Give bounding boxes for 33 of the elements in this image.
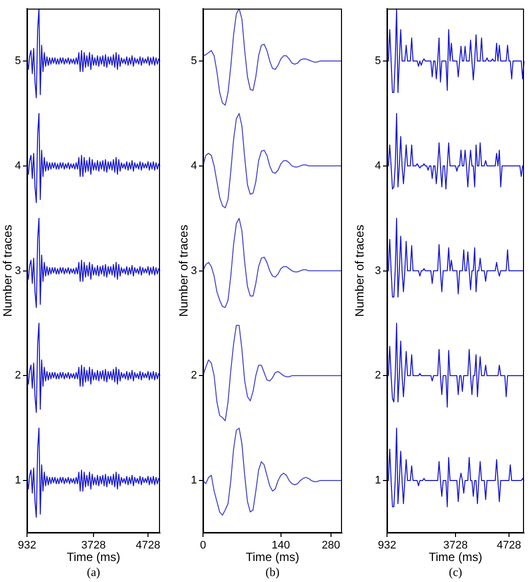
y-tick-label: 3 (190, 264, 197, 277)
x-axis-title: Time (ms) (246, 550, 300, 564)
y-tick-label: 3 (374, 264, 381, 277)
x-tick-label: 3728 (443, 540, 468, 552)
text: (a) (86, 565, 102, 580)
y-tick-label: 3 (14, 264, 21, 277)
text: (c) (448, 565, 464, 580)
y-tick-label: 1 (14, 474, 21, 487)
x-tick-label: 932 (378, 540, 396, 552)
x-axis-title: Time (ms) (66, 550, 120, 564)
y-tick-label: 2 (14, 370, 21, 382)
text: (b) (264, 565, 280, 580)
x-tick-label: 140 (272, 540, 290, 552)
x-tick-label: 3728 (81, 540, 106, 552)
y-axis-title: Number of traces (352, 224, 367, 317)
y-tick-label: 2 (190, 370, 197, 382)
x-tick-label: 932 (18, 540, 36, 552)
x-axis-title: Time (ms) (428, 550, 482, 564)
x-tick-label: 4728 (136, 540, 160, 552)
y-tick-label: 4 (374, 160, 381, 172)
x-tick-label: 0 (200, 540, 206, 552)
y-axis-title: Number of traces (176, 224, 191, 317)
y-tick-label: 1 (374, 474, 381, 487)
y-tick-label: 5 (14, 55, 21, 68)
y-tick-label: 5 (190, 55, 197, 68)
x-tick-label: 280 (322, 540, 340, 552)
y-tick-label: 1 (190, 474, 197, 487)
y-tick-label: 4 (190, 160, 197, 172)
y-tick-label: 2 (374, 370, 381, 382)
x-tick-label: 4728 (496, 540, 522, 552)
y-tick-label: 4 (14, 160, 21, 172)
y-tick-label: 5 (374, 55, 381, 68)
y-axis-title: Number of traces (0, 224, 15, 317)
